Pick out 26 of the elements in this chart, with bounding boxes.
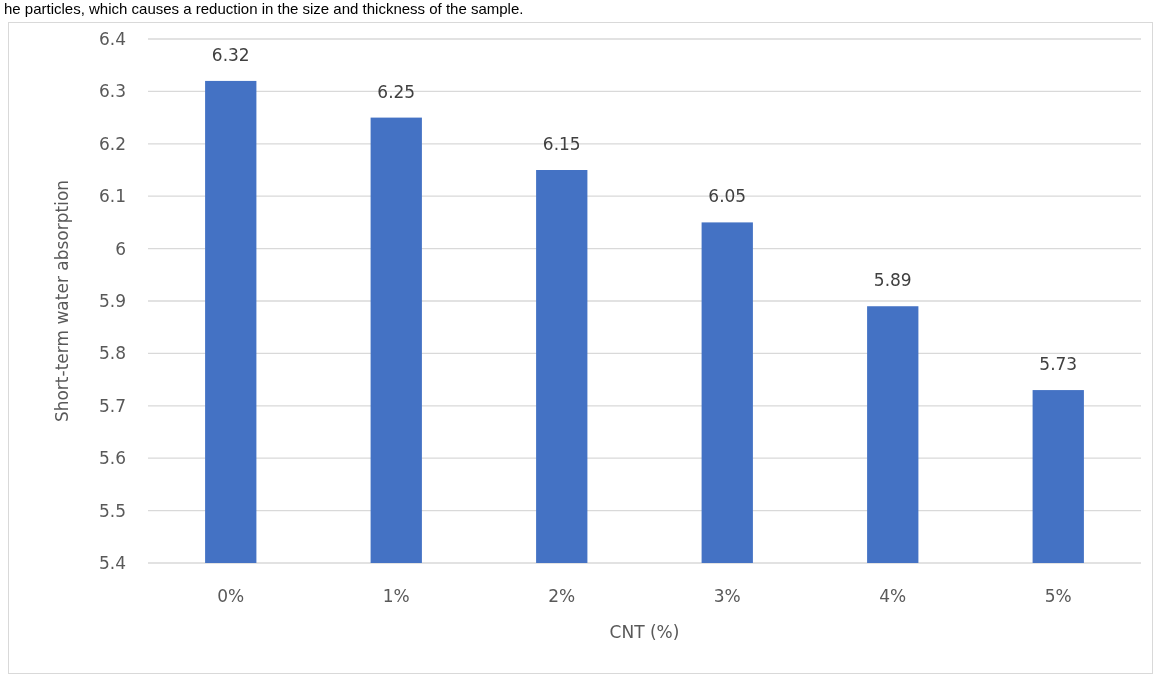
x-tick-label: 5% (1044, 586, 1072, 606)
data-label: 6.25 (377, 81, 416, 102)
y-tick-label: 6.2 (98, 133, 126, 154)
data-label: 6.05 (708, 186, 747, 207)
text: he particles, which causes a reduction in the size and thickness of the sample. (4, 0, 524, 17)
data-label: 6.32 (211, 44, 250, 65)
y-tick-label: 6.4 (98, 28, 126, 49)
x-tick-label: 0% (217, 586, 245, 606)
y-tick-label: 5.8 (98, 343, 126, 364)
y-tick-label: 5.9 (98, 290, 126, 311)
x-axis-title: CNT (%) (609, 622, 680, 642)
data-label: 5.89 (873, 270, 912, 291)
y-tick-label: 5.7 (98, 395, 126, 416)
y-tick-label: 5.5 (98, 500, 126, 521)
y-axis-title: Short-term water absorption (52, 179, 72, 423)
y-tick-label: 6.1 (98, 186, 126, 207)
data-label: 5.73 (1039, 354, 1078, 375)
x-tick-label: 2% (548, 586, 576, 606)
x-tick-label: 4% (879, 586, 907, 606)
y-tick-label: 5.4 (98, 552, 126, 573)
x-tick-label: 3% (713, 586, 741, 606)
y-tick-label: 6.3 (98, 81, 126, 102)
x-tick-label: 1% (382, 586, 410, 606)
y-tick-label: 6 (115, 238, 126, 259)
y-tick-label: 5.6 (98, 448, 126, 469)
data-label: 6.15 (542, 134, 581, 154)
